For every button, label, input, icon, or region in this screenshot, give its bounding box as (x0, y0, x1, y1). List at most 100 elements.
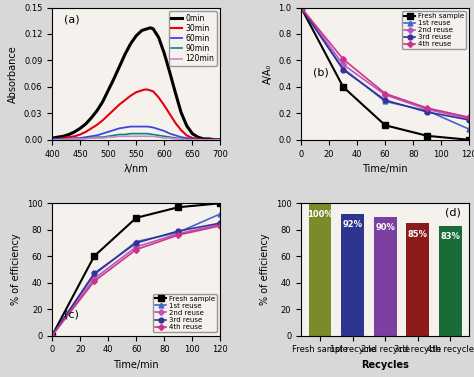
120min (184, 138, 190, 142)
0min (206, 136, 212, 141)
Y-axis label: % of efficiency: % of efficiency (260, 234, 270, 305)
Y-axis label: % of efficiency: % of efficiency (11, 234, 21, 305)
0min (147, 26, 153, 30)
90min (184, 136, 190, 141)
90min (156, 133, 162, 138)
3rd reuse (218, 221, 223, 225)
4th reuse (175, 233, 181, 237)
60min (117, 126, 122, 130)
3rd reuse (424, 110, 430, 114)
Line: 30min: 30min (52, 90, 220, 140)
30min (201, 138, 206, 142)
Bar (439, 226, 462, 336)
0min (173, 91, 178, 95)
Bar (341, 214, 364, 336)
Y-axis label: A/A₀: A/A₀ (263, 63, 273, 84)
120min (128, 134, 134, 138)
2nd reuse (49, 333, 55, 338)
30min (72, 134, 77, 138)
Text: (d): (d) (445, 207, 461, 217)
Line: 2nd reuse: 2nd reuse (50, 222, 222, 338)
0min (195, 135, 201, 139)
30min (156, 95, 162, 100)
60min (139, 124, 145, 129)
60min (173, 133, 178, 138)
60min (49, 136, 55, 141)
1st reuse (91, 273, 97, 277)
120min (100, 136, 105, 140)
1st reuse (466, 127, 472, 132)
60min (111, 128, 117, 132)
Fresh sample (340, 84, 346, 89)
0min (61, 134, 66, 138)
0min (201, 136, 206, 141)
60min (55, 136, 61, 141)
4th reuse (340, 57, 346, 61)
30min (133, 90, 139, 95)
90min (100, 135, 105, 139)
30min (94, 123, 100, 127)
60min (150, 125, 156, 130)
3rd reuse (466, 118, 472, 122)
2nd reuse (91, 276, 97, 281)
4th reuse (91, 279, 97, 284)
60min (77, 136, 83, 140)
0min (150, 26, 156, 31)
90min (195, 138, 201, 142)
120min (206, 138, 212, 142)
120min (77, 136, 83, 141)
Line: Fresh sample: Fresh sample (298, 5, 472, 143)
2nd reuse (218, 222, 223, 227)
120min (66, 136, 72, 141)
0min (77, 126, 83, 130)
Text: 92%: 92% (343, 221, 363, 230)
Text: (c): (c) (64, 310, 79, 320)
60min (89, 134, 94, 138)
30min (139, 88, 145, 93)
2nd reuse (424, 107, 430, 112)
30min (178, 128, 184, 132)
2nd reuse (175, 231, 181, 236)
60min (195, 138, 201, 142)
1st reuse (383, 99, 388, 104)
1st reuse (133, 239, 139, 244)
0min (111, 77, 117, 81)
120min (173, 136, 178, 141)
60min (218, 138, 223, 142)
90min (178, 136, 184, 141)
120min (190, 138, 195, 142)
0min (105, 88, 111, 93)
30min (145, 87, 150, 92)
Line: 90min: 90min (52, 133, 220, 140)
90min (190, 138, 195, 142)
90min (61, 136, 66, 141)
90min (133, 131, 139, 136)
0min (162, 51, 167, 56)
Line: 60min: 60min (52, 127, 220, 140)
90min (218, 138, 223, 142)
0min (66, 132, 72, 137)
90min (66, 136, 72, 141)
0min (184, 123, 190, 128)
Line: 3rd reuse: 3rd reuse (50, 221, 223, 338)
1st reuse (49, 333, 55, 338)
90min (122, 132, 128, 137)
30min (89, 126, 94, 130)
0min (218, 138, 223, 142)
Text: 85%: 85% (408, 230, 428, 239)
120min (150, 134, 156, 138)
Line: 0min: 0min (52, 28, 220, 140)
3rd reuse (91, 271, 97, 276)
Bar (309, 203, 331, 336)
120min (111, 135, 117, 139)
60min (133, 124, 139, 129)
120min (72, 136, 77, 141)
Text: 90%: 90% (375, 223, 395, 232)
Line: 120min: 120min (52, 136, 220, 140)
90min (162, 134, 167, 138)
120min (55, 138, 61, 142)
Fresh sample (466, 138, 472, 142)
90min (173, 136, 178, 140)
0min (89, 115, 94, 120)
4th reuse (218, 224, 223, 228)
